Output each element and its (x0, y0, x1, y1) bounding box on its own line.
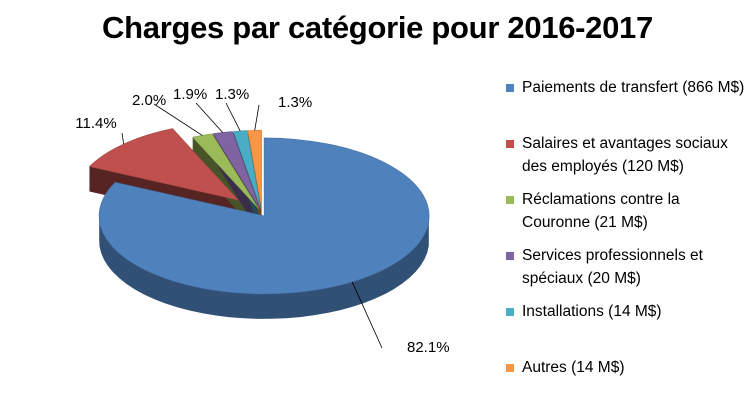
pie-leader-lines (121, 102, 383, 349)
pie-labels: 82.1% 11.4% 2.0% 1.9% 1.3% 1.3% (75, 86, 449, 356)
legend-label: Réclamations contre la Couronne (21 M$) (522, 191, 680, 231)
leader-line (195, 102, 223, 133)
legend-item: Autres (14 M$) (506, 356, 751, 379)
legend-swatch (506, 140, 514, 148)
legend-item: Services professionnels et spéciaux (20 … (506, 244, 751, 290)
leader-line (254, 104, 260, 131)
leader-line (153, 103, 203, 136)
slice-percent-label: 11.4% (75, 115, 116, 132)
legend-item: Réclamations contre la Couronne (21 M$) (506, 188, 751, 234)
legend-swatch (506, 84, 514, 92)
slice-percent-label: 82.1% (407, 339, 450, 356)
slice-percent-label: 1.3% (215, 86, 249, 103)
slice-percent-label: 2.0% (132, 92, 166, 109)
pie-slice (88, 128, 240, 201)
legend-item: Paiements de transfert (866 M$) (506, 76, 751, 99)
slice-percent-label: 1.9% (173, 86, 207, 103)
leader-line (351, 281, 383, 349)
legend-swatch (506, 252, 514, 260)
slice-percent-label: 1.3% (278, 94, 312, 111)
leader-line (121, 132, 125, 145)
legend-label: Services professionnels et spéciaux (20 … (522, 247, 703, 287)
leader-line (225, 102, 241, 132)
legend-label: Autres (14 M$) (522, 359, 625, 376)
pie-tops (88, 128, 430, 295)
pie-slice-edge (192, 137, 259, 234)
legend-item: Salaires et avantages sociaux des employ… (506, 132, 751, 178)
legend-item: Installations (14 M$) (506, 300, 751, 323)
pie-slice-side (99, 214, 429, 319)
legend-label: Salaires et avantages sociaux des employ… (522, 135, 728, 175)
pie-slice (98, 137, 430, 295)
chart-title: Charges par catégorie pour 2016-2017 (102, 10, 653, 45)
legend-swatch (506, 196, 514, 204)
legend-swatch (506, 308, 514, 316)
legend-swatch (506, 364, 514, 372)
legend-label: Installations (14 M$) (522, 303, 662, 320)
legend-label: Paiements de transfert (866 M$) (522, 79, 745, 96)
